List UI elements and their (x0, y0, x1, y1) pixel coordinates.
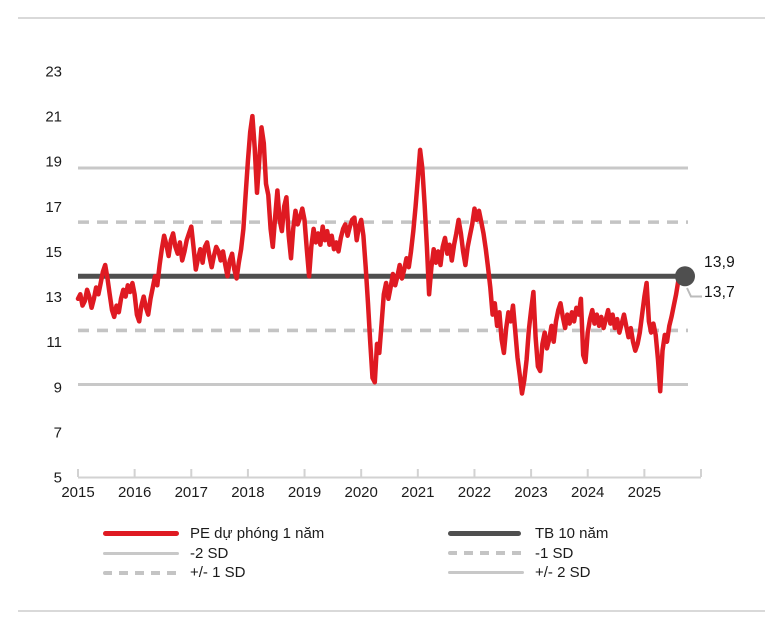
pe-forward-line (75, 113, 688, 396)
x-axis-label: 2022 (458, 484, 491, 501)
plusminus1sd-line-swatch (103, 570, 179, 575)
x-axis-label: 2017 (175, 484, 208, 501)
legend-item-minus2sd: -2 SD (103, 544, 324, 564)
y-axis-label: 15 (45, 244, 62, 261)
y-axis-label: 17 (45, 199, 62, 216)
plusminus2sd-line-swatch (448, 571, 524, 575)
pe-line-swatch (103, 531, 179, 537)
y-axis-label: 5 (54, 470, 62, 487)
pe-label-leader-line (686, 287, 702, 298)
y-axis-label: 21 (45, 109, 62, 126)
x-axis-label: 2023 (514, 484, 547, 501)
y-axis-label: 13 (45, 289, 62, 306)
legend-label: -2 SD (190, 544, 229, 562)
x-axis-label: 2025 (628, 484, 661, 501)
legend-column-left: PE dự phóng 1 năm -2 SD +/- 1 SD (103, 524, 324, 583)
x-axis-label: 2021 (401, 484, 434, 501)
legend-column-right: TB 10 năm -1 SD +/- 2 SD (448, 524, 608, 583)
y-axis-label: 9 (54, 379, 62, 396)
legend-item-plusminus2sd: +/- 2 SD (448, 563, 608, 583)
legend-item-pe: PE dự phóng 1 năm (103, 524, 324, 544)
y-axis-label: 7 (54, 424, 62, 441)
legend-label: -1 SD (535, 544, 574, 562)
legend-label: +/- 1 SD (190, 564, 246, 582)
x-axis-label: 2015 (61, 484, 94, 501)
end-label-pe-last: 13,7 (704, 284, 735, 301)
y-axis-label: 23 (45, 64, 62, 81)
legend-item-average: TB 10 năm (448, 524, 608, 544)
x-axis-label: 2024 (571, 484, 604, 501)
x-axis-label: 2020 (344, 484, 377, 501)
average-line-swatch (448, 531, 521, 537)
minus1sd-line-swatch (448, 551, 524, 556)
x-axis-label: 2018 (231, 484, 264, 501)
x-axis-label: 2016 (118, 484, 151, 501)
legend-label: +/- 2 SD (535, 564, 591, 582)
legend-item-minus1sd: -1 SD (448, 544, 608, 564)
top-divider (18, 17, 765, 19)
end-label-tb-average: 13,9 (704, 254, 735, 271)
legend-label: PE dự phóng 1 năm (190, 525, 325, 543)
legend-label: TB 10 năm (535, 525, 609, 543)
y-axis-label: 19 (45, 154, 62, 171)
x-axis-label: 2019 (288, 484, 321, 501)
legend-item-plusminus1sd: +/- 1 SD (103, 563, 324, 583)
average-end-marker (675, 266, 695, 287)
minus2sd-line-swatch (103, 551, 179, 555)
y-axis-label: 11 (46, 334, 62, 351)
bottom-divider (18, 610, 765, 612)
